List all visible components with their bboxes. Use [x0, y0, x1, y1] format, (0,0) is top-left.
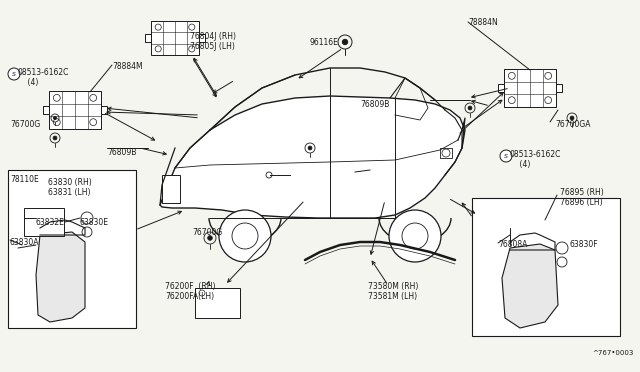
Text: 76809B: 76809B: [107, 148, 136, 157]
Circle shape: [54, 116, 56, 119]
Circle shape: [308, 146, 312, 150]
Polygon shape: [502, 244, 558, 328]
Text: ^767•0003: ^767•0003: [592, 350, 634, 356]
Text: 63830E: 63830E: [80, 218, 109, 227]
Text: 76700G: 76700G: [192, 228, 222, 237]
Bar: [151, 21, 199, 55]
Circle shape: [8, 68, 20, 80]
Text: 73580M (RH)
73581M (LH): 73580M (RH) 73581M (LH): [368, 282, 419, 301]
Text: 78884N: 78884N: [468, 18, 498, 27]
Text: 76808A: 76808A: [498, 240, 527, 249]
Polygon shape: [36, 232, 85, 322]
Text: S: S: [504, 154, 508, 158]
Bar: [162, 175, 180, 203]
Bar: [498, 84, 504, 92]
Text: 76809B: 76809B: [360, 100, 389, 109]
Bar: [43, 106, 49, 114]
Text: 76700GA: 76700GA: [555, 120, 591, 129]
Circle shape: [500, 150, 512, 162]
Bar: [195, 288, 240, 318]
Bar: [49, 91, 101, 129]
Bar: [472, 198, 620, 336]
Text: 76804J (RH)
76805J (LH): 76804J (RH) 76805J (LH): [190, 32, 236, 51]
Circle shape: [342, 39, 348, 45]
Bar: [8, 170, 136, 328]
Circle shape: [219, 210, 271, 262]
Bar: [24, 208, 64, 236]
Bar: [556, 84, 563, 92]
Circle shape: [208, 236, 212, 240]
Text: 76700G: 76700G: [10, 120, 40, 129]
Text: 63830A: 63830A: [10, 238, 40, 247]
Polygon shape: [160, 96, 465, 218]
Circle shape: [389, 210, 441, 262]
Circle shape: [468, 106, 472, 110]
Bar: [440, 148, 452, 158]
Text: 78110E: 78110E: [10, 175, 39, 184]
Text: 96116E: 96116E: [310, 38, 339, 47]
Bar: [199, 34, 205, 42]
Bar: [504, 69, 556, 107]
Circle shape: [570, 116, 574, 120]
Text: 08513-6162C
    (4): 08513-6162C (4): [510, 150, 561, 169]
Text: S: S: [12, 71, 16, 77]
Bar: [145, 34, 151, 42]
Text: 08513-6162C
    (4): 08513-6162C (4): [18, 68, 69, 87]
Circle shape: [53, 136, 57, 140]
Text: 76895 (RH)
76896 (LH): 76895 (RH) 76896 (LH): [560, 188, 604, 208]
Text: 63830 (RH)
63831 (LH): 63830 (RH) 63831 (LH): [48, 178, 92, 198]
Text: 76200F  (RH)
76200FA(LH): 76200F (RH) 76200FA(LH): [165, 282, 216, 301]
Bar: [101, 106, 108, 114]
Text: 63832E: 63832E: [36, 218, 65, 227]
Text: 63830F: 63830F: [570, 240, 598, 249]
Text: 78884M: 78884M: [112, 62, 143, 71]
